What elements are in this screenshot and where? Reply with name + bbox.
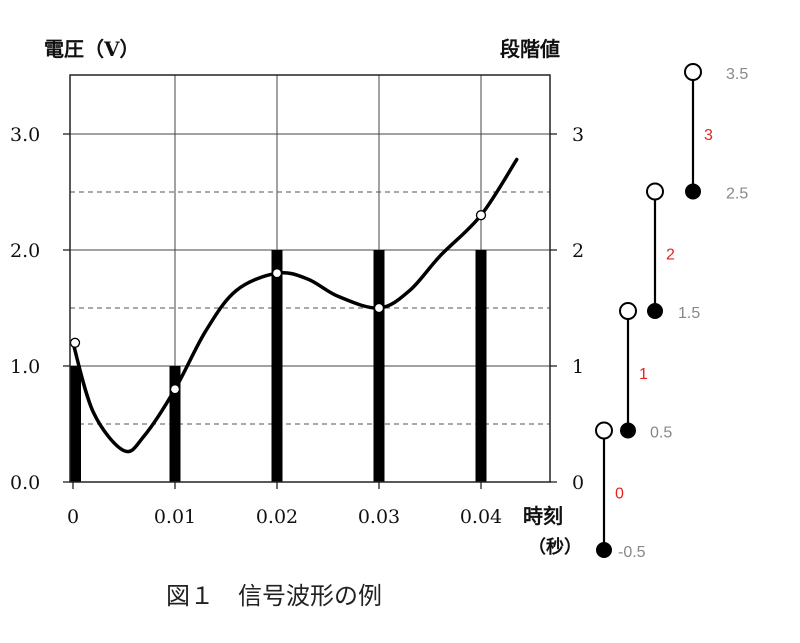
x-tick-label: 0.03	[358, 506, 400, 528]
upper-bound-circle	[595, 421, 613, 440]
boundary-label: 2.5	[726, 186, 748, 203]
left-tick-label: 0.0	[10, 472, 40, 494]
right-tick-label: 0	[572, 472, 584, 494]
x-tick-label: 0.01	[154, 506, 196, 528]
boundary-label: 0.5	[650, 425, 672, 442]
level-label: 3	[704, 127, 713, 144]
bar	[475, 250, 487, 482]
lower-bound-dot	[685, 183, 701, 200]
bar	[169, 366, 181, 482]
left-axis-label: 電圧（V）	[44, 37, 140, 61]
sample-point	[271, 268, 283, 279]
sample-point	[373, 302, 385, 314]
bar	[271, 250, 283, 482]
boundary-label: 1.5	[678, 305, 700, 322]
right-axis-label: 段階値	[500, 37, 560, 61]
x-axis-unit: （秒）	[528, 536, 582, 558]
right-tick-label: 1	[572, 356, 584, 378]
boundary-label: -0.5	[618, 544, 646, 561]
bar	[373, 250, 385, 482]
left-tick-label: 1.0	[10, 356, 40, 378]
lower-bound-dot	[596, 542, 612, 558]
x-tick-label: 0.04	[460, 506, 502, 528]
sample-point	[169, 384, 181, 395]
plot-frame	[69, 74, 551, 483]
upper-bound-circle	[684, 63, 702, 81]
left-tick-label: 3.0	[10, 124, 40, 146]
tick-layer: 0.0 0 1.0 1 2.0 2 3.0 3 0 0.01 0.02 0.03 0.04	[10, 124, 584, 528]
figure-caption: 図１ 信号波形の例	[166, 582, 382, 610]
lower-bound-dot	[647, 303, 663, 319]
bar	[70, 366, 81, 482]
level-label: 1	[639, 366, 648, 383]
bar-layer	[70, 250, 487, 482]
boundary-label: 3.5	[726, 66, 748, 83]
x-axis-label: 時刻	[523, 504, 563, 528]
level-label: 2	[666, 246, 675, 263]
upper-bound-circle	[619, 302, 637, 320]
sample-point	[69, 337, 81, 348]
lower-bound-dot	[620, 422, 636, 439]
level-label: 0	[615, 485, 624, 502]
plot-border	[69, 74, 551, 483]
upper-bound-circle	[646, 182, 664, 201]
quantization-scale: 0 1 2 3 -0.5 0.5 1.5 2.5 3.5	[595, 63, 748, 561]
right-tick-label: 2	[572, 240, 584, 262]
x-tick-label: 0.02	[256, 506, 298, 528]
x-tick-label: 0	[67, 506, 79, 528]
sample-point	[475, 210, 487, 221]
right-tick-label: 3	[572, 124, 584, 146]
sample-layer	[69, 210, 487, 395]
left-tick-label: 2.0	[10, 240, 40, 262]
